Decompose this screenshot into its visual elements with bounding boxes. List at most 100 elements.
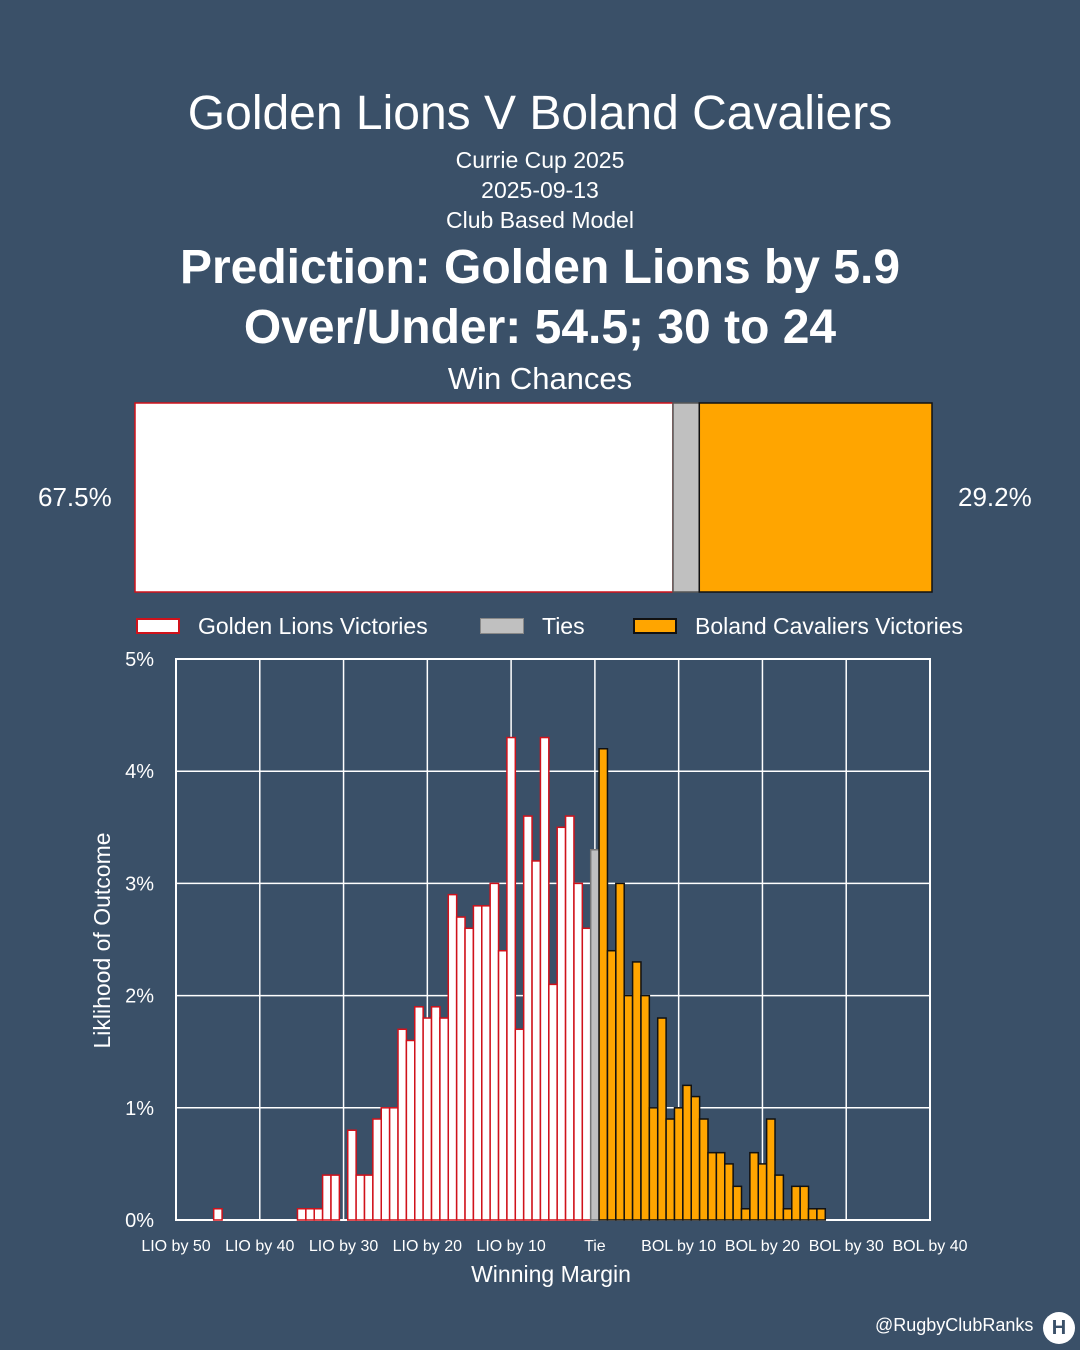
legend-away-label: Boland Cavaliers Victories — [695, 612, 964, 639]
bar-away — [598, 748, 609, 1221]
bar-away — [749, 1151, 760, 1221]
x-tick-label: Tie — [584, 1238, 606, 1255]
bar-away — [732, 1185, 743, 1221]
bar-home — [355, 1174, 366, 1221]
win-bar-away-segment — [698, 402, 933, 593]
bar-home — [414, 1006, 424, 1221]
x-tick-label: LIO by 10 — [476, 1238, 545, 1255]
x-tick-label: LIO by 40 — [225, 1238, 294, 1255]
legend-tie-swatch — [480, 618, 524, 634]
bar-home — [330, 1174, 341, 1221]
x-tick-label: LIO by 30 — [309, 1238, 378, 1255]
x-axis-label: Winning Margin — [471, 1261, 631, 1287]
bar-away — [723, 1163, 734, 1221]
y-tick-label: 4% — [125, 761, 154, 783]
x-tick-label: BOL by 20 — [725, 1238, 800, 1255]
y-tick-label: 1% — [125, 1098, 154, 1120]
margin-histogram: LIO by 50 LIO by 40 LIO by 30 LIO by 20 LIO … — [89, 649, 968, 1287]
bar-away — [791, 1185, 801, 1221]
bar-home — [481, 905, 491, 1221]
bar-away — [757, 1163, 768, 1221]
bar-home — [506, 736, 517, 1221]
bar-away — [690, 1095, 701, 1221]
legend-home-swatch — [136, 618, 180, 634]
bar-home — [497, 949, 508, 1221]
y-axis-label: Liklihood of Outcome — [89, 832, 115, 1048]
win-chances-bar — [134, 402, 933, 593]
y-tick-label: 5% — [125, 649, 154, 671]
bar-tie — [589, 848, 600, 1221]
legend-away-swatch — [633, 618, 677, 634]
bar-away — [682, 1084, 692, 1221]
bar-home — [514, 1028, 525, 1221]
bar-away — [740, 1208, 751, 1221]
bar-away — [698, 1118, 709, 1221]
bar-away — [816, 1208, 827, 1221]
away-win-percent: 29.2% — [958, 482, 1032, 512]
bar-away — [673, 1107, 684, 1221]
bar-home — [380, 1107, 391, 1221]
bar-home — [573, 882, 584, 1221]
model-label: Club Based Model — [446, 207, 634, 233]
bar-home — [556, 826, 567, 1221]
bar-home — [388, 1107, 399, 1221]
legend-home: Golden Lions Victories — [136, 612, 428, 640]
bar-home — [212, 1208, 223, 1221]
rugby-posts-icon: H — [1043, 1312, 1075, 1344]
bar-away — [656, 1017, 667, 1221]
bar-away — [782, 1208, 793, 1221]
bar-home — [430, 1006, 441, 1221]
bar-home — [397, 1028, 408, 1221]
bar-home — [296, 1208, 307, 1221]
bar-home — [447, 893, 458, 1221]
y-tick-label: 2% — [125, 986, 154, 1008]
bar-home — [313, 1208, 324, 1221]
twitter-handle: @RugbyClubRanks — [875, 1315, 1034, 1335]
x-tick-label: LIO by 50 — [141, 1238, 210, 1255]
bar-away — [640, 994, 651, 1221]
x-tick-label: BOL by 40 — [892, 1238, 967, 1255]
bar-home — [305, 1208, 315, 1221]
bar-away — [774, 1174, 785, 1221]
bar-home — [548, 983, 558, 1221]
bar-home — [372, 1118, 383, 1221]
bar-home — [363, 1174, 374, 1221]
bar-home — [564, 815, 575, 1221]
bar-home — [489, 882, 500, 1221]
bar-home — [472, 905, 483, 1221]
bar-away — [631, 961, 642, 1221]
bar-home — [405, 1039, 416, 1221]
legend-away: Boland Cavaliers Victories — [633, 612, 963, 640]
bar-away — [665, 1118, 676, 1221]
bar-away — [807, 1208, 818, 1221]
over-under-text: Over/Under: 54.5; 30 to 24 — [243, 301, 837, 354]
bar-home — [522, 815, 533, 1221]
bar-away — [765, 1118, 776, 1221]
competition-label: Currie Cup 2025 — [455, 147, 625, 173]
bar-home — [422, 1017, 433, 1221]
home-win-percent: 67.5% — [38, 482, 112, 512]
bar-home — [321, 1174, 332, 1221]
legend-tie: Ties — [480, 612, 585, 640]
bar-away — [623, 994, 634, 1221]
bar-away — [707, 1151, 718, 1221]
x-tick-label: BOL by 10 — [641, 1238, 716, 1255]
y-tick-label: 3% — [125, 873, 154, 895]
bar-away — [715, 1151, 726, 1221]
bar-home — [539, 736, 550, 1221]
bar-away — [615, 882, 625, 1221]
prediction-text: Prediction: Golden Lions by 5.9 — [179, 241, 901, 294]
bar-home — [531, 860, 542, 1221]
x-tick-label: LIO by 20 — [393, 1238, 462, 1255]
bar-away — [606, 949, 617, 1221]
y-tick-label: 0% — [125, 1210, 154, 1232]
legend-tie-label: Ties — [542, 612, 585, 639]
legend-home-label: Golden Lions Victories — [198, 612, 428, 639]
bar-home — [346, 1129, 357, 1221]
x-tick-label: BOL by 30 — [809, 1238, 884, 1255]
bar-home — [581, 927, 592, 1221]
page-title: Golden Lions V Boland Cavaliers — [187, 87, 893, 140]
bar-away — [648, 1107, 659, 1221]
win-chances-title: Win Chances — [447, 361, 633, 396]
bar-away — [799, 1185, 810, 1221]
